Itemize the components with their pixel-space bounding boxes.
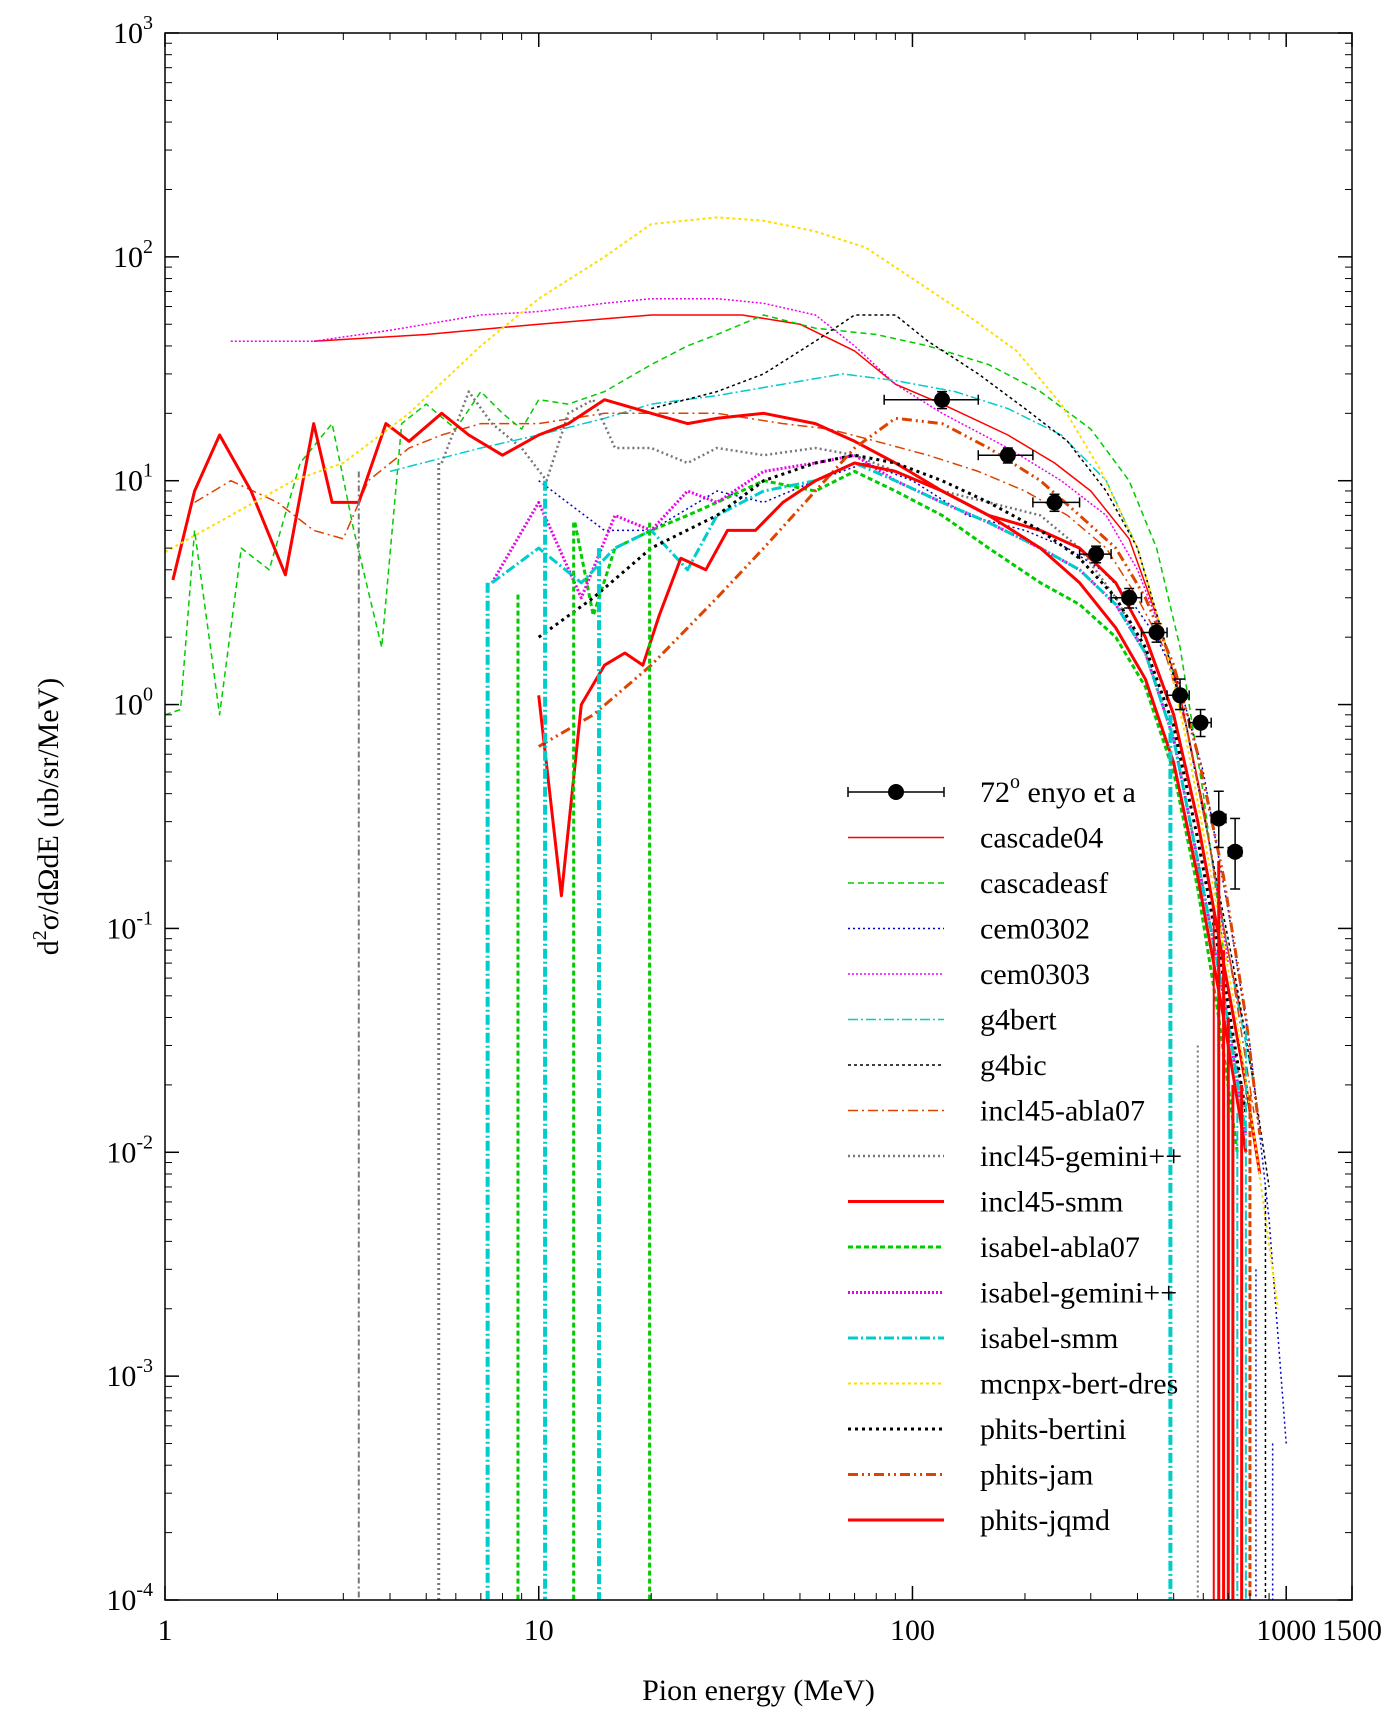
legend-label: cem0302 xyxy=(980,913,1090,946)
legend-label: cascadeasf xyxy=(980,867,1108,900)
legend-label: isabel-smm xyxy=(980,1322,1118,1355)
data-point xyxy=(1188,708,1212,738)
legend-label: mcnpx-bert-dres xyxy=(980,1368,1178,1401)
legend: 72o enyo et a cascade04 cascadeasf cem0302 c… xyxy=(847,771,1182,1537)
legend-label: isabel-abla07 xyxy=(980,1231,1140,1264)
legend-item: phits-bertini xyxy=(848,1413,1127,1446)
legend-item: 72o enyo et a xyxy=(847,771,1136,809)
data-point xyxy=(1210,790,1227,849)
legend-label: phits-bertini xyxy=(980,1413,1127,1446)
series-line-cascade04 xyxy=(313,314,1243,1018)
series-line-phits-jqmd xyxy=(537,461,1248,1153)
y-tick-label: 101 xyxy=(113,460,153,498)
data-point xyxy=(1227,817,1244,890)
series-line-phits-jam xyxy=(537,416,1262,1135)
legend-item: g4bert xyxy=(848,1004,1057,1037)
series-line-cem0303 xyxy=(230,297,1230,964)
legend-item: cem0302 xyxy=(848,913,1090,946)
x-axis-label: Pion energy (MeV) xyxy=(642,1674,875,1707)
y-tick-label: 100 xyxy=(113,684,153,722)
series-line-phits-bertini xyxy=(537,453,1248,1114)
legend-label: 72o enyo et a xyxy=(980,771,1136,809)
tick-layer: 10-4 10-3 10-2 10-1 100 101 102 103 1 10 100 1000 15… xyxy=(106,12,1382,1647)
legend-label: g4bert xyxy=(980,1004,1057,1037)
data-point xyxy=(1140,622,1168,643)
legend-item: mcnpx-bert-dres xyxy=(848,1368,1178,1401)
data-point xyxy=(1166,678,1190,711)
data-point xyxy=(1032,493,1081,513)
x-tick-label: 100 xyxy=(890,1614,935,1647)
legend-label: g4bic xyxy=(980,1049,1047,1082)
y-axis-label: d2σ/dΩdE (ub/sr/MeV) xyxy=(29,678,65,956)
legend-label: phits-jqmd xyxy=(980,1504,1110,1537)
x-tick-label: 1500 xyxy=(1322,1614,1382,1647)
spike-layer xyxy=(357,462,1274,1600)
legend-label: incl45-abla07 xyxy=(980,1095,1145,1128)
legend-item: incl45-abla07 xyxy=(848,1095,1145,1128)
series-line-incl45-smm xyxy=(171,398,1262,1175)
legend-label: isabel-gemini++ xyxy=(980,1277,1177,1310)
series-line-cem0302 xyxy=(538,462,1287,1444)
series-line-mcnpx-bert-dres xyxy=(165,216,1279,1309)
legend-item: isabel-gemini++ xyxy=(848,1277,1177,1310)
legend-label: phits-jam xyxy=(980,1459,1093,1492)
x-tick-label: 1000 xyxy=(1256,1614,1316,1647)
legend-item: incl45-gemini++ xyxy=(848,1140,1182,1173)
data-point xyxy=(977,447,1034,464)
y-tick-label: 10-2 xyxy=(106,1131,153,1169)
y-tick-label: 10-1 xyxy=(106,907,153,945)
y-tick-label: 103 xyxy=(113,12,153,50)
legend-label: incl45-smm xyxy=(980,1186,1123,1219)
x-tick-label: 10 xyxy=(524,1614,554,1647)
y-tick-label: 102 xyxy=(113,236,153,274)
series-line-g4bert xyxy=(389,373,1255,1086)
data-point xyxy=(883,390,980,410)
legend-label: incl45-gemini++ xyxy=(980,1140,1182,1173)
series-line-incl45-abla07 xyxy=(194,412,1255,1114)
series-line-g4bic xyxy=(651,314,1270,1188)
legend-item: isabel-smm xyxy=(848,1322,1118,1355)
legend-item: cascade04 xyxy=(848,822,1103,855)
legend-item: isabel-abla07 xyxy=(848,1231,1140,1264)
x-tick-label: 1 xyxy=(158,1614,173,1647)
experiment-layer xyxy=(883,390,1244,890)
plot-frame xyxy=(164,32,1353,1601)
series-layer xyxy=(165,216,1287,1444)
legend-item: cascadeasf xyxy=(848,867,1108,900)
series-line-incl45-gemini++ xyxy=(440,390,1248,1114)
legend-label: cascade04 xyxy=(980,822,1103,855)
legend-item: phits-jam xyxy=(848,1459,1093,1492)
legend-item: cem0303 xyxy=(848,958,1090,991)
y-tick-label: 10-4 xyxy=(106,1579,153,1617)
legend-item: phits-jqmd xyxy=(848,1504,1110,1537)
y-tick-label: 10-3 xyxy=(106,1355,153,1393)
data-point xyxy=(1110,587,1143,609)
legend-item: g4bic xyxy=(848,1049,1047,1082)
legend-item: incl45-smm xyxy=(848,1186,1123,1219)
series-line-isabel-smm xyxy=(491,461,1248,1135)
data-point xyxy=(1078,545,1112,564)
legend-label: cem0303 xyxy=(980,958,1090,991)
